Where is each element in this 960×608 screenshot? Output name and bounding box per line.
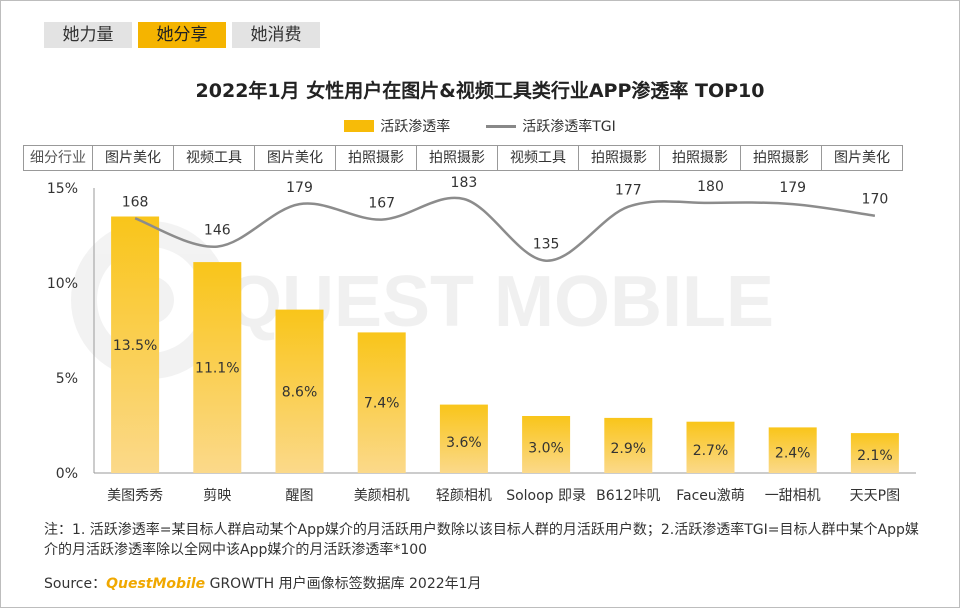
chart-title: 2022年1月 女性用户在图片&视频工具类行业APP渗透率 TOP10 <box>195 80 765 102</box>
tab-her-power[interactable]: 她力量 <box>44 22 132 48</box>
bar <box>522 416 571 473</box>
x-tick-label: 美颜相机 <box>354 488 410 504</box>
bar <box>604 417 653 473</box>
bar <box>357 332 406 473</box>
bar <box>850 433 899 473</box>
tgi-value-label: 183 <box>451 175 478 191</box>
bar-value-label: 2.9% <box>611 441 647 457</box>
source-line: Source：QuestMobile GROWTH 用户画像标签数据库 2022… <box>44 573 482 593</box>
x-tick-label: 剪映 <box>203 488 231 504</box>
x-tick-label: Soloop 即录 <box>506 488 586 504</box>
industry-row: 细分行业 图片美化 视频工具 图片美化 拍照摄影 拍照摄影 视频工具 拍照摄影 … <box>23 145 903 171</box>
source-rest: GROWTH 用户画像标签数据库 2022年1月 <box>205 576 482 592</box>
tgi-line <box>134 196 876 262</box>
legend-item-line: 活跃渗透率TGI <box>486 116 616 136</box>
bar-value-label: 2.4% <box>775 445 811 461</box>
bar <box>686 421 735 473</box>
bar <box>275 309 324 473</box>
x-tick-label: 美图秀秀 <box>107 488 163 504</box>
x-tick-label: 天天P图 <box>850 488 900 504</box>
legend-line-swatch <box>486 124 517 128</box>
bar-value-label: 11.1% <box>195 361 239 377</box>
x-tick-label: B612咔叽 <box>596 488 660 504</box>
x-tick-label: 一甜相机 <box>765 488 821 504</box>
bar <box>439 404 488 473</box>
tgi-value-label: 168 <box>122 194 149 210</box>
bar <box>111 216 160 473</box>
bar-value-label: 2.1% <box>857 448 893 464</box>
bar-value-label: 2.7% <box>693 443 729 459</box>
y-tick-label: 5% <box>56 371 78 387</box>
legend-line-label: 活跃渗透率TGI <box>522 119 616 135</box>
legend-bar-label: 活跃渗透率 <box>380 119 451 135</box>
tab-her-sharing[interactable]: 她分享 <box>138 22 226 48</box>
bar-value-label: 3.0% <box>528 440 564 456</box>
tgi-value-label: 146 <box>204 223 231 239</box>
tgi-value-label: 177 <box>615 183 642 199</box>
bar-value-label: 3.6% <box>446 435 482 451</box>
tab-bar: 她力量 她分享 她消费 <box>44 22 320 48</box>
bar <box>768 427 817 473</box>
x-tick-label: Faceu激萌 <box>676 487 745 504</box>
bar-value-label: 13.5% <box>113 338 157 354</box>
tgi-value-label: 179 <box>286 180 313 196</box>
tgi-value-label: 135 <box>533 237 560 253</box>
footnote: 注：1. 活跃渗透率=某目标人群启动某个App媒介的月活跃用户数除以该目标人群的… <box>44 522 919 558</box>
labels: 13.5% 美图秀秀 11.1% 剪映 8.6% 醒图 7.4% 美颜相机 3.6% 轻颜相机 3.… <box>107 175 900 504</box>
tgi-value-label: 179 <box>779 180 806 196</box>
legend-item-bar: 活跃渗透率 <box>344 116 450 136</box>
x-tick-label: 醒图 <box>286 488 314 504</box>
y-tick-label: 15% <box>47 181 78 197</box>
tab-her-consumption[interactable]: 她消费 <box>232 22 320 48</box>
tgi-series-line <box>134 196 876 262</box>
source-prefix: Source： <box>44 576 107 592</box>
watermark: QUEST MOBILE <box>71 221 774 379</box>
y-tick-label: 10% <box>47 276 78 292</box>
y-tick-label: 0% <box>56 466 78 482</box>
tgi-value-label: 167 <box>368 196 395 212</box>
industry-cell: 图片美化 <box>821 145 903 171</box>
tgi-value-label: 170 <box>862 192 889 208</box>
bar-value-label: 7.4% <box>364 396 400 412</box>
bar <box>193 262 242 473</box>
legend-bar-swatch <box>344 120 375 132</box>
tgi-value-label: 180 <box>697 179 724 195</box>
x-tick-label: 轻颜相机 <box>436 488 492 504</box>
bar-value-label: 8.6% <box>282 384 318 400</box>
source-brand: QuestMobile <box>106 576 206 592</box>
chart-legend: 活跃渗透率 活跃渗透率TGI <box>0 116 960 136</box>
bars <box>111 216 899 473</box>
